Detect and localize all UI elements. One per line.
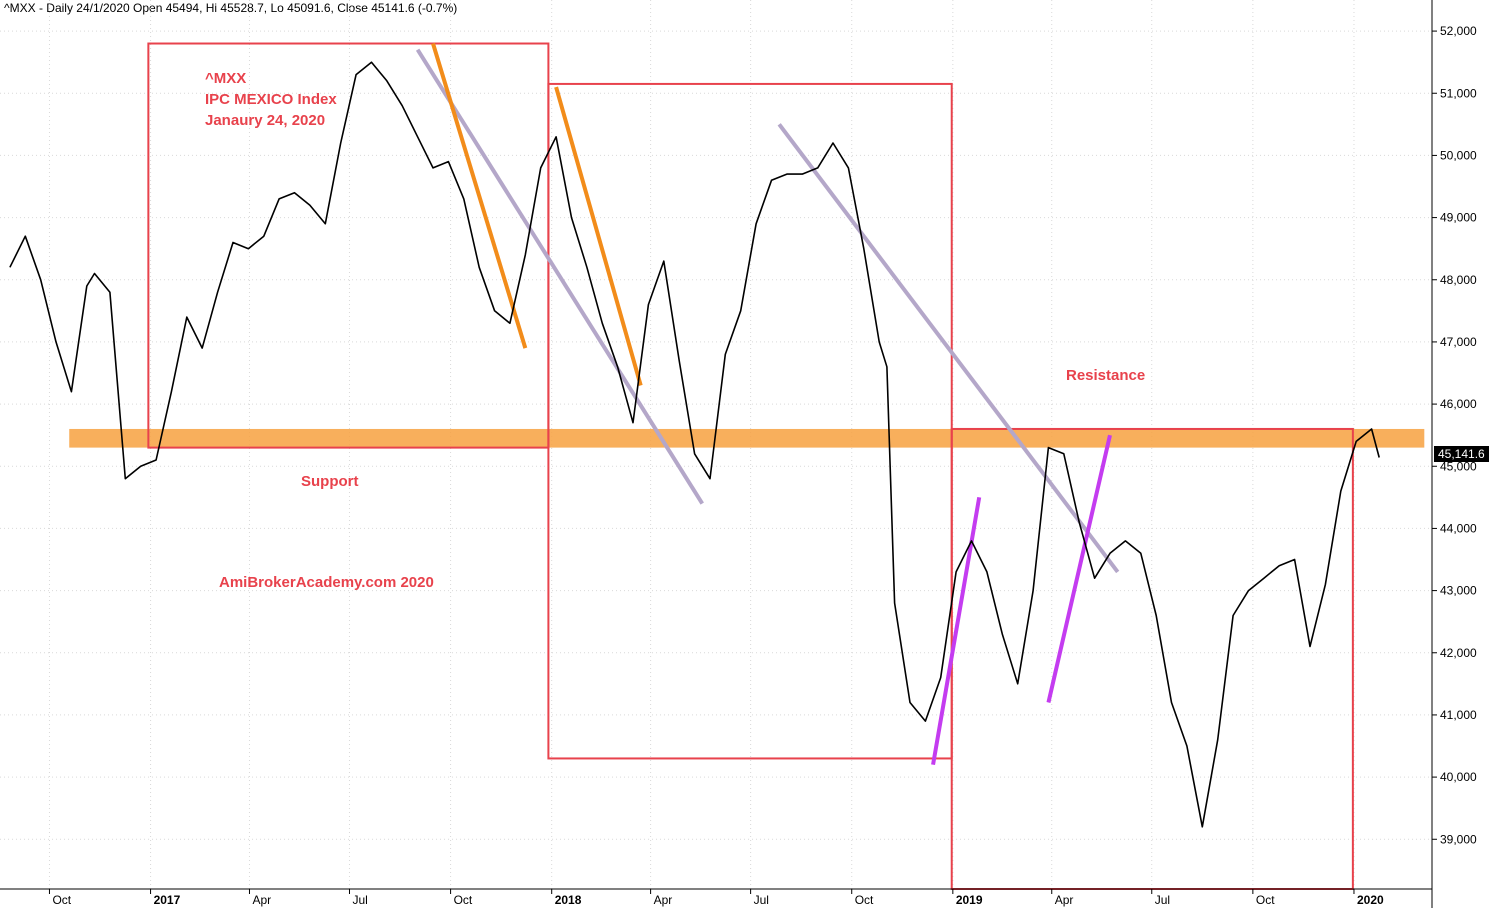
- x-tick-label: Oct: [855, 893, 874, 907]
- trendline-purple: [931, 497, 982, 766]
- trendline-gray: [777, 123, 1120, 574]
- trendline-gray: [415, 48, 704, 505]
- y-axis-ticks: 52,000 51,000 50,000 49,000 48,000 47,000 46,0…: [1432, 24, 1477, 846]
- x-tick-label: Jul: [1155, 893, 1170, 907]
- y-tick-label: 52,000: [1440, 24, 1477, 38]
- price-layer: [9, 61, 1380, 828]
- trendline-layer: [415, 42, 1120, 766]
- y-tick-label: 45,000: [1440, 459, 1477, 473]
- y-tick-label: 40,000: [1440, 770, 1477, 784]
- y-tick-label: 39,000: [1440, 832, 1477, 846]
- last-price-tag: 45,141.6: [1434, 446, 1489, 462]
- x-tick-label: Oct: [1256, 893, 1275, 907]
- trendline-orange: [431, 42, 528, 349]
- y-tick-label: 48,000: [1440, 273, 1477, 287]
- y-tick-label: 43,000: [1440, 584, 1477, 598]
- support-band-layer: [69, 428, 1425, 448]
- x-tick-label: Apr: [252, 893, 271, 907]
- x-tick-label: 2018: [555, 893, 582, 907]
- x-tick-label: Oct: [52, 893, 71, 907]
- title-line-date: Janaury 24, 2020: [205, 112, 326, 129]
- watermark-text: AmiBrokerAcademy.com 2020: [219, 574, 434, 591]
- trendline-purple: [1046, 434, 1112, 703]
- x-tick-label: Jul: [754, 893, 769, 907]
- x-axis-ticks: Oct 2017 Apr Jul Oct 2018 Apr Jul Oct 2019 Apr Jul O…: [48, 889, 1384, 907]
- support-label: Support: [301, 473, 359, 490]
- y-tick-label: 44,000: [1440, 521, 1477, 535]
- title-line-index: IPC MEXICO Index: [205, 91, 337, 108]
- title-line-symbol: ^MXX: [205, 70, 247, 87]
- y-tick-label: 47,000: [1440, 335, 1477, 349]
- x-tick-label: 2020: [1357, 893, 1384, 907]
- x-tick-label: Apr: [1055, 893, 1074, 907]
- y-tick-label: 42,000: [1440, 646, 1477, 660]
- resistance-label: Resistance: [1066, 367, 1146, 384]
- y-tick-label: 41,000: [1440, 708, 1477, 722]
- chart-title-block: ^MXX IPC MEXICO Index Janaury 24, 2020: [205, 68, 337, 131]
- price-series-line: [9, 61, 1380, 828]
- y-tick-label: 50,000: [1440, 148, 1477, 162]
- x-tick-label: Jul: [352, 893, 367, 907]
- y-tick-label: 51,000: [1440, 86, 1477, 100]
- x-tick-label: 2019: [956, 893, 983, 907]
- x-tick-label: Apr: [654, 893, 673, 907]
- support-band: [69, 428, 1425, 448]
- chart-header: ^MXX - Daily 24/1/2020 Open 45494, Hi 45…: [4, 1, 458, 15]
- trendline-orange: [554, 86, 643, 386]
- range-box: [547, 82, 953, 760]
- y-tick-label: 46,000: [1440, 397, 1477, 411]
- x-tick-label: 2017: [154, 893, 181, 907]
- x-tick-label: Oct: [454, 893, 473, 907]
- y-tick-label: 49,000: [1440, 211, 1477, 225]
- range-box: [950, 427, 1354, 890]
